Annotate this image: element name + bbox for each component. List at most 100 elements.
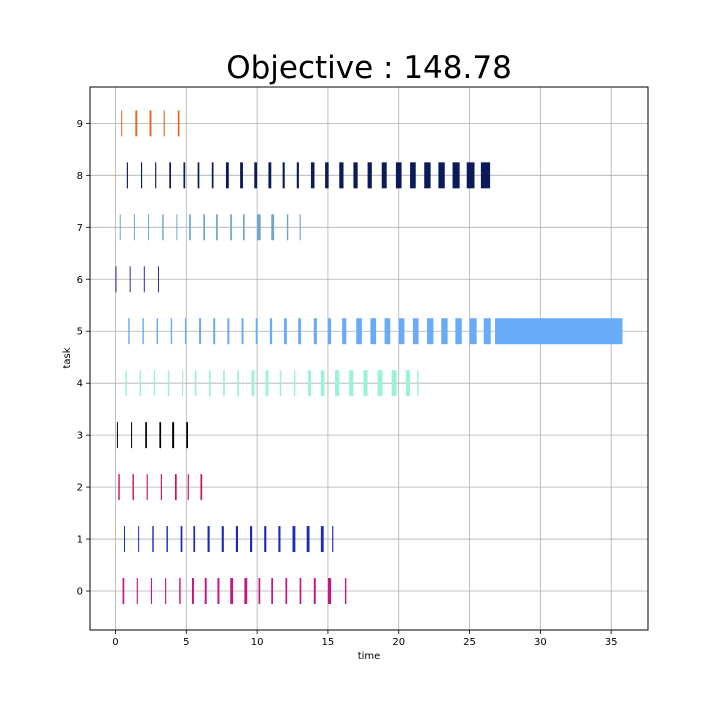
task-4-bar [237, 370, 239, 397]
task-5-bar [455, 318, 462, 345]
task-9-bar [163, 110, 165, 137]
task-5-bar [469, 318, 477, 345]
task-7-bar [242, 214, 245, 241]
task-5-bar [327, 318, 332, 345]
task-1-bar [152, 526, 154, 553]
task-0-bar [313, 578, 316, 605]
task-0-bar [122, 578, 125, 605]
task-0-bar [244, 578, 248, 605]
task-5-bar [441, 318, 448, 345]
task-5-bar [213, 318, 216, 345]
task-4-bar [293, 370, 296, 397]
y-tick-label: 2 [77, 483, 83, 494]
task-5-bar [313, 318, 317, 345]
y-tick-label: 4 [77, 379, 83, 390]
task-8-bar [225, 162, 229, 189]
task-6-bar [129, 266, 131, 293]
task-0-bar [230, 578, 234, 605]
task-bars [115, 110, 623, 605]
chart-title: Objective : 148.78 [226, 50, 512, 86]
x-tick-label: 30 [534, 637, 547, 648]
task-0-bar [327, 578, 332, 605]
task-0-bar [344, 578, 347, 605]
task-7-bar [230, 214, 232, 241]
task-1-bar [320, 526, 324, 553]
task-7-bar [271, 214, 275, 241]
task-8-bar [438, 162, 445, 189]
y-tick-label: 9 [77, 119, 83, 130]
task-4-bar [391, 370, 397, 397]
task-8-bar [183, 162, 186, 189]
task-5-bar [241, 318, 244, 345]
task-0-bar [191, 578, 194, 605]
task-0-bar [258, 578, 261, 605]
task-4-bar [363, 370, 368, 397]
task-8-bar [282, 162, 285, 189]
task-8-bar [254, 162, 258, 189]
x-tick-label: 25 [463, 637, 476, 648]
task-6-bar [115, 266, 117, 293]
task-5-bar [255, 318, 258, 345]
task-9-bar [121, 110, 123, 137]
task-8-bar [211, 162, 214, 189]
task-0-bar [271, 578, 273, 605]
task-4-bar [265, 370, 269, 397]
task-0-bar [179, 578, 181, 605]
y-tick-label: 5 [77, 327, 83, 338]
task-5-bar [184, 318, 187, 345]
task-4-bar [279, 370, 282, 397]
task-8-bar [367, 162, 372, 189]
x-tick-label: 10 [251, 637, 264, 648]
task-4-bar [349, 370, 354, 397]
task-7-bar [162, 214, 164, 241]
task-8-bar [240, 162, 243, 189]
task-1-bar [292, 526, 296, 553]
task-2-bar [160, 474, 162, 501]
task-6-bar [157, 266, 159, 293]
task-0-bar [204, 578, 207, 605]
task-5-bar [356, 318, 362, 345]
task-7-bar [203, 214, 205, 241]
y-axis-ticks: 0 1 2 3 4 5 6 7 8 9 [77, 119, 90, 598]
task-5-bar [128, 318, 130, 345]
x-tick-label: 35 [605, 637, 618, 648]
task-1-bar [193, 526, 196, 553]
task-2-bar [146, 474, 148, 501]
task-0-bar [299, 578, 302, 605]
task-4-bar [194, 370, 197, 397]
task-5-bar [370, 318, 377, 345]
y-tick-label: 8 [77, 171, 83, 182]
task-1-bar [235, 526, 238, 553]
task-1-bar [123, 526, 125, 553]
y-tick-label: 0 [77, 587, 83, 598]
task-4-bar [208, 370, 211, 397]
y-tick-label: 6 [77, 275, 83, 286]
task-1-bar [264, 526, 267, 553]
task-9-bar [149, 110, 152, 137]
task-4-bar [125, 370, 127, 397]
task-8-bar [353, 162, 358, 189]
task-9-bar [135, 110, 138, 137]
task-4-bar [167, 370, 170, 397]
task-1-bar [278, 526, 281, 553]
task-5-bar [284, 318, 287, 345]
task-8-bar [466, 162, 475, 189]
task-5-bar [342, 318, 347, 345]
task-6-bar [143, 266, 145, 293]
task-3-bar [186, 422, 189, 449]
task-7-bar [216, 214, 218, 241]
x-axis-label: time [358, 651, 381, 662]
task-8-bar [325, 162, 329, 189]
task-1-bar [221, 526, 224, 553]
x-tick-label: 15 [322, 637, 335, 648]
task-7-bar [299, 214, 301, 241]
task-8-bar [480, 162, 491, 189]
task-0-bar [136, 578, 138, 605]
task-3-bar [116, 422, 118, 449]
task-0-bar [285, 578, 288, 605]
x-tick-label: 20 [392, 637, 405, 648]
task-8-bar [424, 162, 431, 189]
task-3-bar [172, 422, 175, 449]
task-4-bar [153, 370, 156, 397]
